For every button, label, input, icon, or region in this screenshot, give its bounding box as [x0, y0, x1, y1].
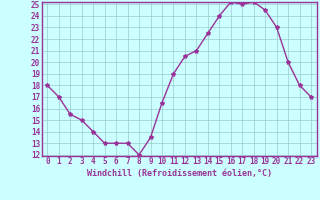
X-axis label: Windchill (Refroidissement éolien,°C): Windchill (Refroidissement éolien,°C)	[87, 169, 272, 178]
